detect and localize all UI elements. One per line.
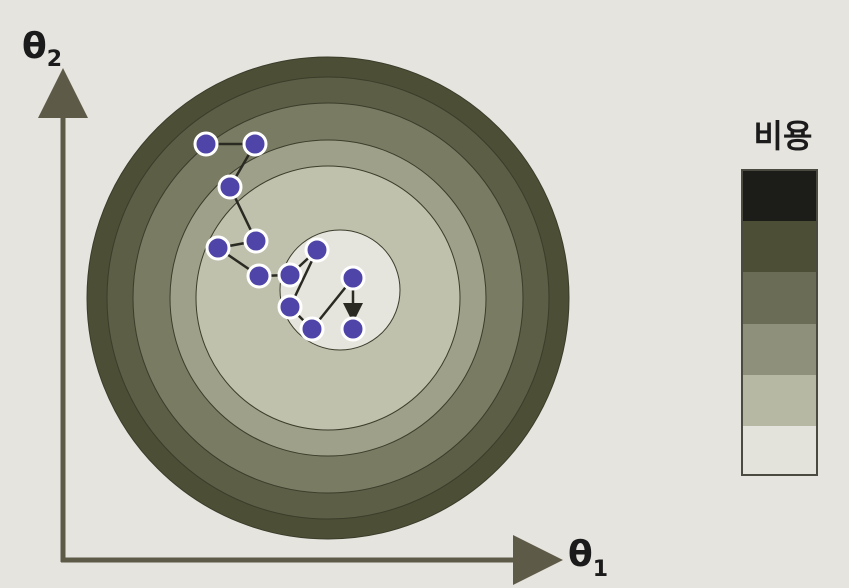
legend-swatch bbox=[742, 221, 817, 272]
step-point bbox=[277, 294, 303, 320]
step-point bbox=[193, 131, 219, 157]
step-point bbox=[340, 265, 366, 291]
cost-legend: 비용 bbox=[741, 117, 818, 476]
cost-contour bbox=[86, 56, 570, 540]
step-point bbox=[205, 235, 231, 261]
legend-title: 비용 bbox=[754, 117, 813, 155]
legend-swatch bbox=[742, 324, 817, 375]
step-point bbox=[246, 263, 272, 289]
legend-swatch bbox=[742, 170, 817, 221]
step-point bbox=[277, 262, 303, 288]
legend-frame bbox=[741, 169, 818, 476]
y-axis-label: θ2 bbox=[22, 26, 62, 72]
x-axis-label: θ1 bbox=[568, 534, 608, 582]
descent-points bbox=[193, 131, 366, 342]
step-point bbox=[217, 174, 243, 200]
legend-swatch bbox=[742, 272, 817, 324]
legend-swatch bbox=[742, 426, 817, 475]
legend-swatch bbox=[742, 375, 817, 426]
step-point bbox=[340, 316, 366, 342]
step-point bbox=[243, 228, 269, 254]
step-point bbox=[304, 237, 330, 263]
step-point bbox=[242, 131, 268, 157]
step-point bbox=[299, 316, 325, 342]
axes: θ2 θ1 bbox=[22, 26, 608, 585]
